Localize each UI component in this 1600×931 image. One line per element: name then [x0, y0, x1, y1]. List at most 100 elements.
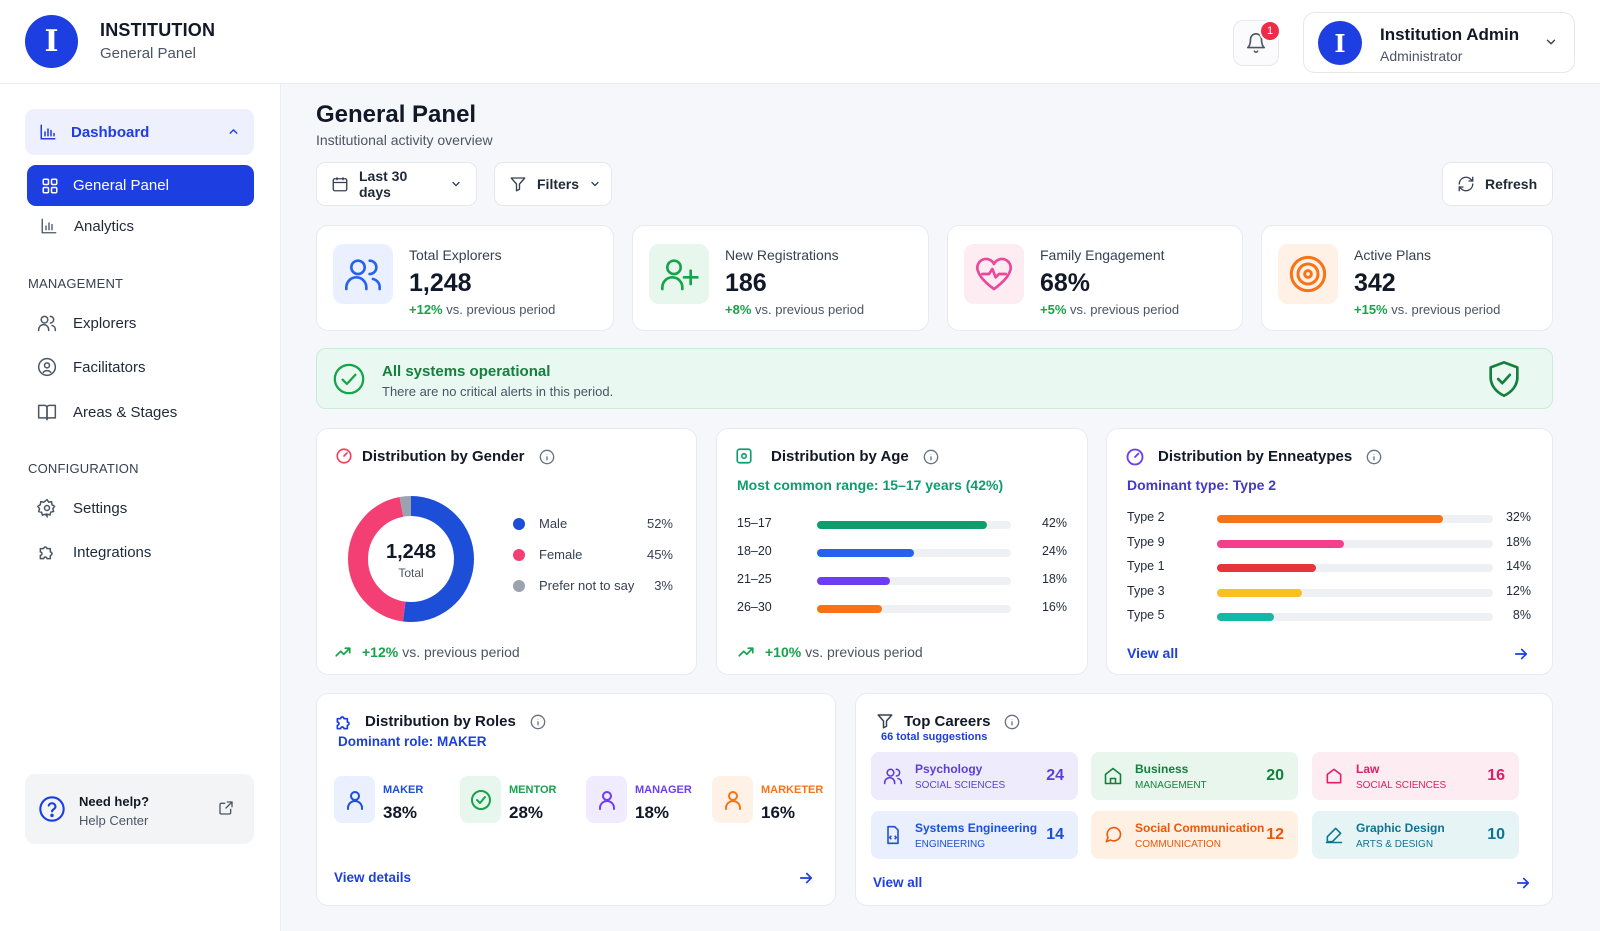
bar-value: 8%: [1512, 608, 1531, 622]
bar-value: 18%: [1505, 534, 1531, 549]
bar-label: Type 5: [1127, 608, 1165, 622]
view-all-enneatypes-link[interactable]: View all: [1127, 645, 1179, 661]
career-item[interactable]: Graphic Design ARTS & DESIGN 10: [1312, 811, 1519, 859]
bar-chart-icon: [40, 217, 58, 235]
sidebar-item-facilitators[interactable]: Facilitators: [27, 348, 254, 386]
career-item[interactable]: Law SOCIAL SCIENCES 16: [1312, 752, 1519, 800]
users-icon: [333, 244, 393, 304]
sidebar-item-label: Settings: [73, 499, 128, 517]
info-icon[interactable]: [1366, 449, 1382, 465]
avatar: I: [1318, 21, 1362, 65]
career-item[interactable]: Business MANAGEMENT 20: [1091, 752, 1298, 800]
chevron-down-icon: [589, 178, 601, 190]
trend-indicator: +12% vs. previous period: [334, 643, 520, 661]
role-label: MAKER: [383, 784, 424, 796]
user-menu[interactable]: I Institution Admin Administrator: [1303, 12, 1575, 73]
bar-track: [1217, 515, 1493, 523]
building-icon: [1103, 766, 1123, 786]
grid-icon: [41, 177, 59, 195]
role-value: 28%: [509, 803, 544, 822]
card-title: Distribution by Gender: [362, 448, 555, 465]
career-count: 20: [1266, 767, 1284, 784]
kpi-card-new-registrations: New Registrations 186 +8% vs. previous p…: [632, 225, 929, 331]
card-subtitle: Dominant type: Type 2: [1127, 477, 1277, 493]
info-icon[interactable]: [1004, 714, 1020, 730]
sidebar-item-analytics[interactable]: Analytics: [30, 207, 257, 245]
bar-label: 15–17: [737, 516, 772, 530]
user-icon: [334, 776, 375, 823]
kpi-label: Active Plans: [1354, 247, 1432, 263]
gauge-icon: [1125, 447, 1145, 467]
bar-fill: [1217, 588, 1302, 597]
bar-chart-icon: [39, 123, 57, 141]
bar-fill: [817, 577, 890, 585]
help-subtitle: Help Center: [79, 813, 149, 828]
institution-logo: I: [25, 15, 78, 68]
sidebar-item-general-panel[interactable]: General Panel: [27, 165, 254, 206]
arrow-right-icon[interactable]: [797, 869, 815, 887]
career-item[interactable]: Social Communication COMMUNICATION 12: [1091, 811, 1298, 859]
sidebar-group-dashboard[interactable]: Dashboard: [25, 109, 254, 155]
bar-row: Type 9 18%: [1127, 535, 1531, 553]
career-item[interactable]: Psychology SOCIAL SCIENCES 24: [871, 752, 1078, 800]
bar-row: Type 2 32%: [1127, 510, 1531, 528]
square-dot-icon: [735, 447, 753, 465]
sidebar-item-integrations[interactable]: Integrations: [27, 533, 254, 571]
role-label: MARKETER: [761, 784, 824, 796]
help-center-card[interactable]: Need help? Help Center: [25, 774, 254, 844]
career-count: 10: [1487, 826, 1505, 843]
career-name: Business: [1135, 762, 1189, 776]
trend-indicator: +10% vs. previous period: [737, 643, 923, 661]
bar-fill: [1217, 613, 1274, 621]
donut-slice-female: [348, 496, 474, 622]
sidebar-item-label: Facilitators: [73, 358, 146, 376]
kpi-label: New Registrations: [725, 247, 839, 263]
bar-label: 26–30: [737, 600, 772, 614]
filters-label: Filters: [537, 176, 580, 192]
sidebar-item-settings[interactable]: Settings: [27, 489, 254, 527]
role-label: MANAGER: [635, 784, 692, 796]
bar-track: [1217, 613, 1493, 621]
sidebar-item-explorers[interactable]: Explorers: [27, 304, 254, 342]
career-name: Systems Engineering: [915, 821, 1038, 835]
career-category: SOCIAL SCIENCES: [915, 780, 1006, 791]
role-item-marketer: MARKETER 16%: [712, 776, 832, 826]
role-item-mentor: MENTOR 28%: [460, 776, 580, 826]
status-title: All systems operational: [382, 363, 551, 380]
arrow-right-icon[interactable]: [1514, 874, 1532, 892]
top-header: I INSTITUTION General Panel 1 I Institut…: [0, 0, 1600, 84]
legend-dot: [513, 549, 525, 561]
info-icon[interactable]: [923, 449, 939, 465]
bar-track: [1217, 564, 1493, 572]
role-item-manager: MANAGER 18%: [586, 776, 706, 826]
legend-dot: [513, 518, 525, 530]
sidebar: Dashboard General Panel Analytics MANAGE…: [0, 84, 281, 931]
bar-row: Type 3 12%: [1127, 584, 1531, 602]
refresh-button[interactable]: Refresh: [1442, 162, 1553, 206]
bar-value: 14%: [1505, 559, 1531, 573]
bar-row: 21–25 18%: [737, 572, 1067, 590]
trending-up-icon: [334, 643, 352, 661]
section-title-configuration: CONFIGURATION: [28, 461, 139, 476]
arrow-right-icon[interactable]: [1512, 645, 1530, 663]
info-icon[interactable]: [530, 714, 546, 730]
info-icon[interactable]: [539, 449, 555, 465]
gender-donut-chart: [348, 496, 474, 622]
kpi-value: 68%: [1040, 269, 1091, 297]
view-all-careers-link[interactable]: View all: [873, 875, 923, 890]
brand-title: INSTITUTION: [100, 20, 216, 40]
view-details-link[interactable]: View details: [334, 870, 412, 885]
bar-fill: [1217, 515, 1444, 523]
notification-badge: 1: [1259, 20, 1281, 42]
date-range-select[interactable]: Last 30 days: [316, 162, 477, 206]
career-item[interactable]: Systems Engineering ENGINEERING 14: [871, 811, 1078, 859]
bar-row: 15–17 42%: [737, 516, 1067, 534]
roles-distribution-card: Distribution by Roles Dominant role: MAK…: [316, 693, 836, 906]
filters-button[interactable]: Filters: [494, 162, 612, 206]
bar-track: [817, 577, 1011, 585]
kpi-delta: +8% vs. previous period: [725, 302, 865, 317]
check-circle-icon: [332, 362, 366, 396]
career-category: COMMUNICATION: [1135, 839, 1221, 850]
sidebar-item-areas-stages[interactable]: Areas & Stages: [27, 393, 254, 431]
bar-value: 12%: [1505, 583, 1531, 598]
